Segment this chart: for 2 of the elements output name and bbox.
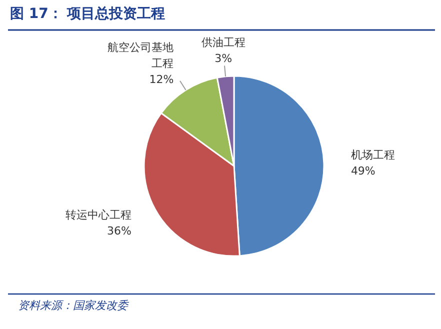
title: 图 17： 项目总投资工程 bbox=[10, 6, 166, 22]
annotation: 资料来源：国家发改委 bbox=[18, 299, 128, 312]
